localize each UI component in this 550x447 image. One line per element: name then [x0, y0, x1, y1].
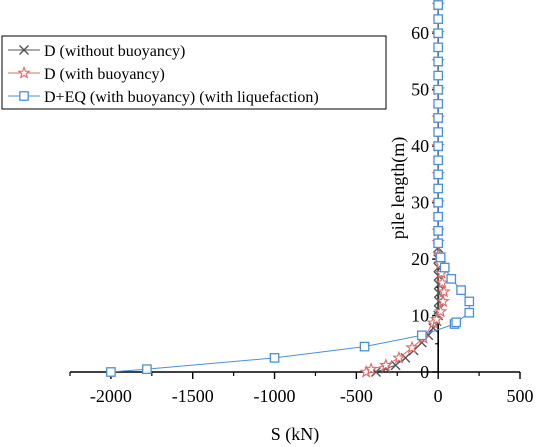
- y-tick-label: 50: [411, 80, 429, 100]
- data-point: [464, 307, 475, 318]
- data-point: [433, 141, 444, 152]
- data-point: [435, 275, 450, 289]
- data-point: [433, 238, 444, 249]
- x-tick-label: 500: [507, 386, 534, 406]
- data-point: [456, 285, 466, 295]
- data-point: [433, 304, 448, 318]
- data-point: [439, 262, 450, 273]
- data-point: [429, 312, 444, 326]
- y-tick-label: 40: [411, 136, 429, 156]
- data-point: [433, 183, 444, 194]
- legend-label: D (without buoyancy): [44, 43, 185, 60]
- legend: D (without buoyancy) D (with buoyancy) D+E…: [1, 35, 387, 110]
- y-axis-title: pile length(m): [388, 137, 409, 239]
- data-point: [359, 341, 370, 352]
- data-point: [433, 0, 444, 10]
- data-point: [364, 362, 378, 375]
- data-point: [416, 330, 427, 341]
- data-point: [433, 14, 444, 24]
- x-tick-label: 0: [434, 386, 443, 406]
- data-point: [433, 155, 444, 166]
- data-point: [433, 70, 444, 81]
- legend-marker: [19, 91, 29, 101]
- data-point: [142, 364, 152, 375]
- data-point: [379, 358, 393, 371]
- data-point: [433, 197, 444, 208]
- x-tick-label: -500: [340, 386, 373, 406]
- legend-box: [1, 35, 387, 110]
- data-point: [433, 98, 444, 109]
- data-point: [433, 42, 444, 53]
- legend-marker: [17, 65, 31, 79]
- data-point: [392, 350, 406, 364]
- data-point: [433, 84, 444, 95]
- data-point: [433, 113, 444, 123]
- data-point: [436, 294, 450, 308]
- data-point: [437, 284, 451, 298]
- data-point: [433, 169, 444, 180]
- legend-label: D+EQ (with buoyancy) (with liquefaction): [44, 89, 319, 106]
- y-tick-label: 10: [411, 306, 429, 326]
- legend-marker: [19, 45, 29, 55]
- x-tick-label: -1500: [172, 386, 214, 406]
- series-3: [106, 0, 475, 377]
- data-point: [405, 340, 419, 354]
- data-point: [433, 127, 444, 137]
- data-point: [433, 211, 444, 222]
- data-point: [446, 273, 457, 284]
- axes: -2000 -1500 -1000 -500 0 500 0 10 20 30 40 50 60: [69, 5, 534, 406]
- data-point: [435, 252, 446, 263]
- x-tick-label: -2000: [90, 386, 132, 406]
- y-tick-label: 60: [411, 23, 429, 43]
- legend-label: D (with buoyancy): [44, 66, 165, 83]
- data-point: [269, 353, 280, 363]
- x-axis-title: S (kN): [271, 424, 320, 445]
- y-tick-label: 20: [411, 249, 429, 269]
- series-layer: [106, 0, 475, 378]
- data-point: [433, 56, 444, 67]
- data-point: [106, 367, 116, 377]
- data-point: [433, 28, 444, 39]
- x-tick-label: -1000: [254, 386, 296, 406]
- y-tick-label: 30: [411, 193, 429, 213]
- data-point: [390, 360, 401, 371]
- data-point: [464, 296, 475, 307]
- y-tick-label: 0: [420, 362, 429, 382]
- data-point: [433, 225, 444, 236]
- data-point: [451, 317, 462, 328]
